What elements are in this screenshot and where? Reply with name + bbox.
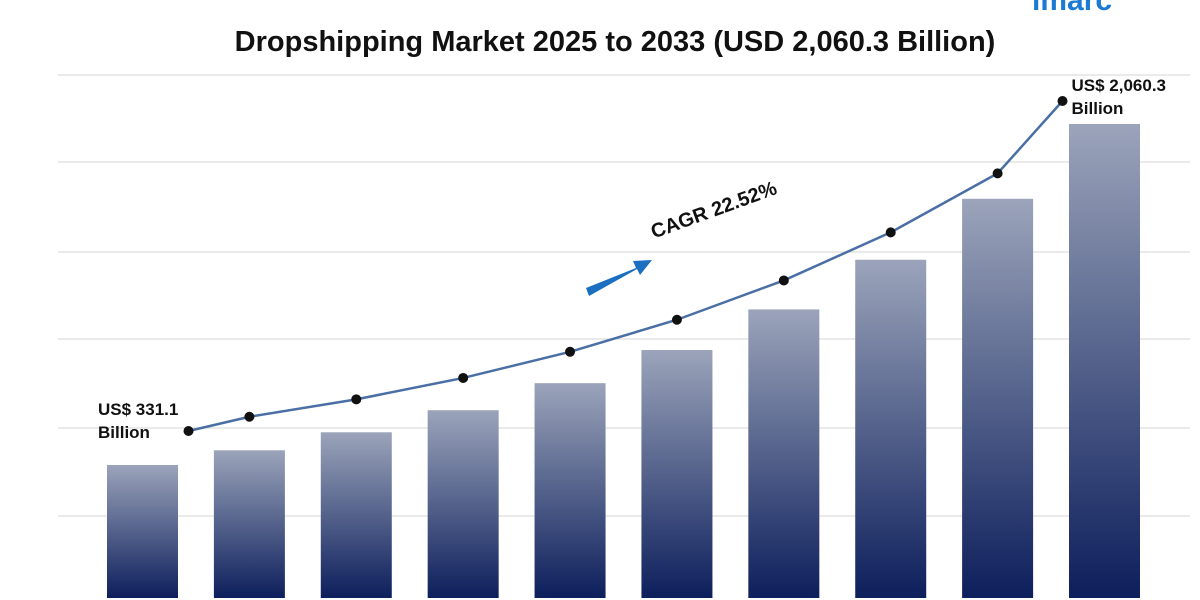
value-label: US$ 331.1 Billion (98, 400, 179, 442)
bar (320, 432, 392, 598)
point (778, 275, 789, 286)
bar (427, 410, 499, 598)
point (458, 372, 469, 383)
bar (962, 198, 1034, 598)
bar (641, 350, 713, 598)
bar (1069, 124, 1140, 598)
point (565, 346, 576, 357)
point (1057, 96, 1068, 106)
trend-line (188, 100, 1064, 433)
bar (213, 450, 285, 598)
bar (748, 309, 820, 598)
point (671, 314, 682, 325)
point (351, 394, 362, 405)
arrow (586, 260, 652, 296)
point (885, 227, 896, 238)
point (183, 426, 194, 436)
bar (855, 259, 927, 598)
chart-title: Dropshipping Market 2025 to 2033 (USD 2,… (234, 26, 996, 58)
logo: imarc (1032, 0, 1113, 17)
point (244, 411, 255, 422)
value-label: US$ 2,060.3 Billion (1071, 76, 1167, 118)
bar (107, 465, 178, 598)
bar (534, 383, 606, 598)
point (992, 168, 1003, 179)
